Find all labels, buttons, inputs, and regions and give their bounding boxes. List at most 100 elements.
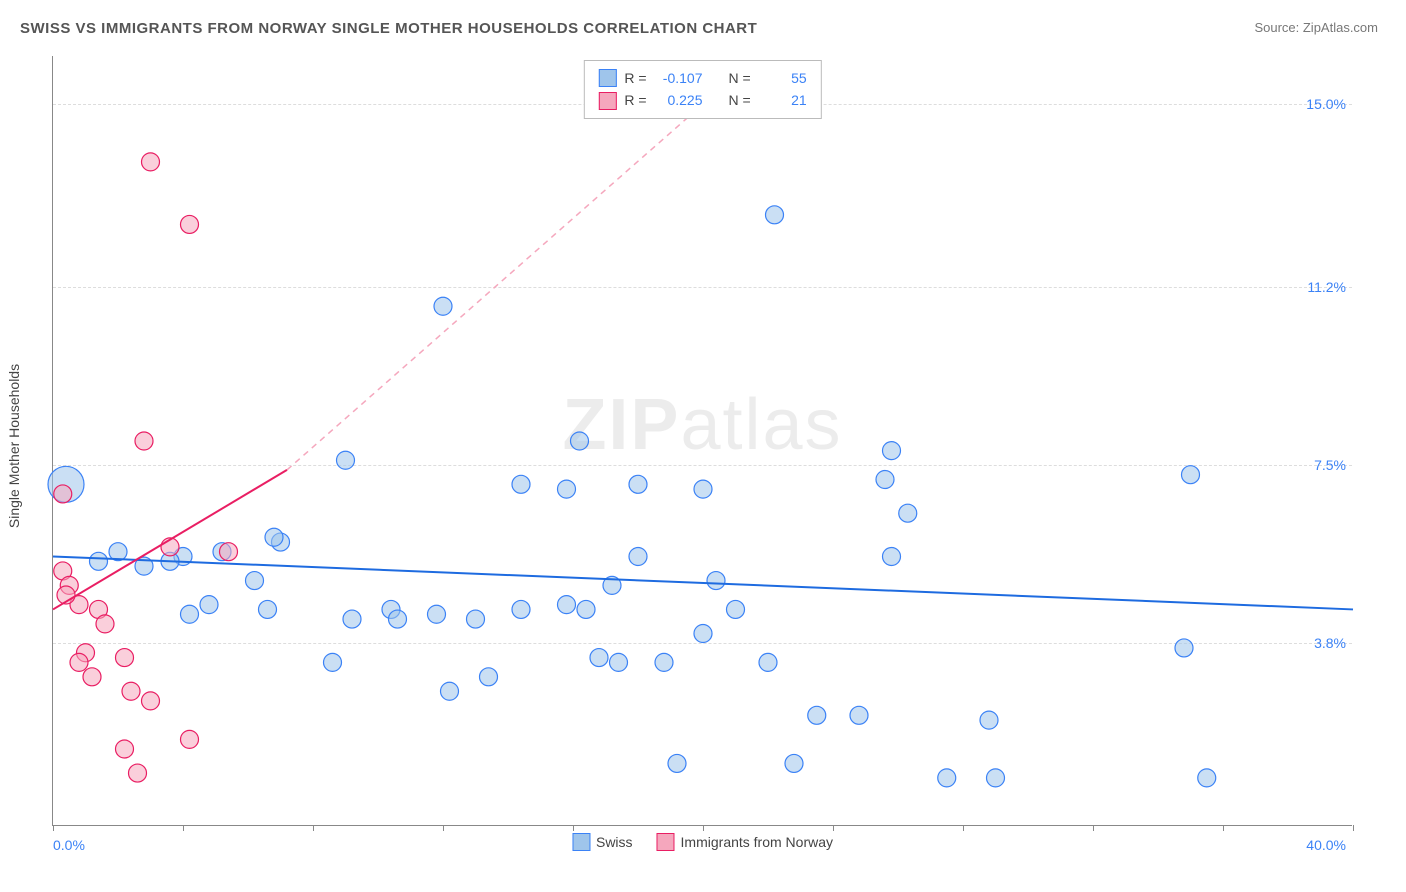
data-point: [571, 432, 589, 450]
stats-row-norway: R = 0.225 N = 21: [598, 89, 806, 111]
data-point: [428, 605, 446, 623]
data-point: [434, 297, 452, 315]
data-point: [1198, 769, 1216, 787]
stats-legend-box: R = -0.107 N = 55 R = 0.225 N = 21: [583, 60, 821, 119]
data-point: [70, 653, 88, 671]
y-axis-title: Single Mother Households: [6, 364, 22, 528]
data-point: [759, 653, 777, 671]
n-label: N =: [729, 67, 751, 89]
source-attribution: Source: ZipAtlas.com: [1254, 20, 1378, 35]
r-value-norway: 0.225: [655, 89, 703, 111]
plot-area: ZIPatlas 3.8%7.5%11.2%15.0% R = -0.107 N…: [52, 56, 1352, 826]
data-point: [727, 600, 745, 618]
data-point: [590, 649, 608, 667]
n-label: N =: [729, 89, 751, 111]
data-point: [987, 769, 1005, 787]
data-point: [1182, 466, 1200, 484]
data-point: [220, 543, 238, 561]
data-point: [480, 668, 498, 686]
data-point: [577, 600, 595, 618]
source-name: ZipAtlas.com: [1303, 20, 1378, 35]
swiss-series: [48, 206, 1216, 787]
data-point: [116, 740, 134, 758]
data-point: [938, 769, 956, 787]
data-point: [655, 653, 673, 671]
data-point: [1175, 639, 1193, 657]
data-point: [766, 206, 784, 224]
data-point: [808, 706, 826, 724]
data-point: [246, 572, 264, 590]
r-label: R =: [624, 89, 646, 111]
data-point: [668, 754, 686, 772]
x-tick: [183, 825, 184, 831]
r-label: R =: [624, 67, 646, 89]
r-value-swiss: -0.107: [655, 67, 703, 89]
data-point: [467, 610, 485, 628]
swiss-swatch-icon: [572, 833, 590, 851]
data-point: [980, 711, 998, 729]
data-point: [876, 471, 894, 489]
bottom-legend: Swiss Immigrants from Norway: [572, 833, 833, 851]
norway-series: [54, 153, 238, 782]
data-point: [389, 610, 407, 628]
data-point: [83, 668, 101, 686]
stats-row-swiss: R = -0.107 N = 55: [598, 67, 806, 89]
legend-label-swiss: Swiss: [596, 834, 633, 850]
x-tick: [1223, 825, 1224, 831]
data-point: [116, 649, 134, 667]
x-tick: [313, 825, 314, 831]
legend-label-norway: Immigrants from Norway: [681, 834, 833, 850]
data-point: [122, 682, 140, 700]
x-tick: [1353, 825, 1354, 831]
legend-item-swiss: Swiss: [572, 833, 633, 851]
data-point: [96, 615, 114, 633]
data-point: [629, 475, 647, 493]
data-point: [343, 610, 361, 628]
scatter-svg: [53, 56, 1352, 825]
data-point: [512, 475, 530, 493]
data-point: [694, 480, 712, 498]
x-tick: [573, 825, 574, 831]
legend-item-norway: Immigrants from Norway: [657, 833, 833, 851]
data-point: [694, 625, 712, 643]
trend-line: [287, 104, 703, 470]
data-point: [558, 480, 576, 498]
swiss-swatch-icon: [598, 69, 616, 87]
x-tick: [443, 825, 444, 831]
data-point: [883, 442, 901, 460]
data-point: [899, 504, 917, 522]
x-tick: [1093, 825, 1094, 831]
x-axis-max-label: 40.0%: [1306, 837, 1346, 853]
data-point: [181, 215, 199, 233]
data-point: [181, 730, 199, 748]
data-point: [441, 682, 459, 700]
data-point: [512, 600, 530, 618]
norway-swatch-icon: [598, 92, 616, 110]
data-point: [883, 548, 901, 566]
data-point: [135, 432, 153, 450]
data-point: [558, 596, 576, 614]
data-point: [850, 706, 868, 724]
data-point: [707, 572, 725, 590]
data-point: [90, 552, 108, 570]
x-axis-min-label: 0.0%: [53, 837, 85, 853]
data-point: [610, 653, 628, 671]
data-point: [142, 692, 160, 710]
trend-lines: [53, 104, 1353, 609]
data-point: [200, 596, 218, 614]
data-point: [324, 653, 342, 671]
x-tick: [963, 825, 964, 831]
data-point: [337, 451, 355, 469]
chart-title: SWISS VS IMMIGRANTS FROM NORWAY SINGLE M…: [20, 20, 757, 37]
data-point: [265, 528, 283, 546]
source-label: Source:: [1254, 20, 1302, 35]
x-tick: [53, 825, 54, 831]
data-point: [181, 605, 199, 623]
data-point: [129, 764, 147, 782]
x-tick: [833, 825, 834, 831]
data-point: [259, 600, 277, 618]
data-point: [54, 485, 72, 503]
norway-swatch-icon: [657, 833, 675, 851]
data-point: [785, 754, 803, 772]
data-point: [142, 153, 160, 171]
